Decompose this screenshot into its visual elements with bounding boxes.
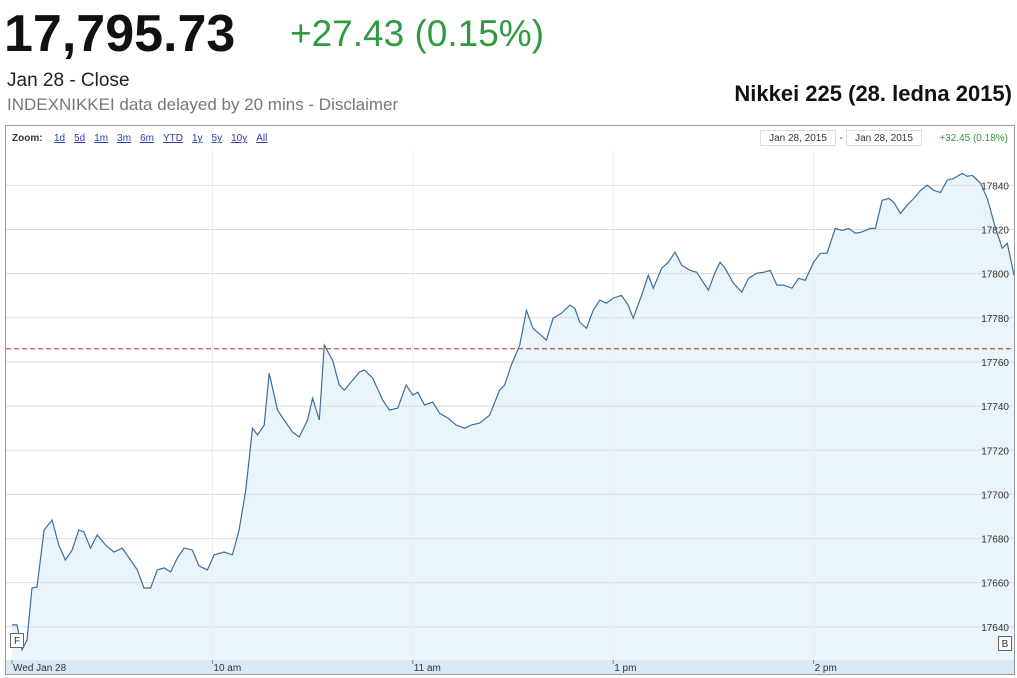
- x-tick-label: 11 am: [414, 663, 441, 674]
- price-change: +27.43 (0.15%): [290, 13, 544, 54]
- flag[interactable]: [998, 636, 1012, 651]
- x-tick-label: 2 pm: [815, 663, 837, 674]
- y-tick-label: 17800: [981, 270, 1009, 281]
- zoom-link[interactable]: 1d: [54, 133, 65, 144]
- date-from[interactable]: Jan 28, 2015: [769, 133, 827, 144]
- zoom-link[interactable]: YTD: [163, 133, 183, 144]
- zoom-link[interactable]: 10y: [231, 133, 247, 144]
- range-change: +32.45 (0.18%): [939, 133, 1008, 144]
- y-tick-label: 17700: [981, 490, 1009, 501]
- zoom-label: Zoom:: [12, 133, 43, 144]
- flag-label[interactable]: F: [14, 636, 20, 647]
- zoom-link[interactable]: 3m: [117, 133, 131, 144]
- y-tick-label: 17820: [981, 225, 1009, 236]
- price: 17,795.73: [4, 5, 235, 63]
- y-tick-label: 17740: [981, 402, 1009, 413]
- x-tick-label: 10 am: [213, 663, 241, 674]
- flag-label[interactable]: B: [1002, 639, 1009, 650]
- y-tick-label: 17840: [981, 181, 1009, 192]
- zoom-link[interactable]: 6m: [140, 133, 154, 144]
- date-box[interactable]: [760, 130, 836, 146]
- zoom-link[interactable]: 5d: [74, 133, 85, 144]
- x-tick-label: Wed Jan 28: [13, 663, 67, 674]
- y-tick-label: 17780: [981, 314, 1009, 325]
- zoom-links: 1d 5d 1m 3m 6m YTD 1y 5y 10y All: [54, 133, 267, 144]
- date-separator: -: [839, 133, 842, 144]
- date-to[interactable]: Jan 28, 2015: [855, 133, 913, 144]
- zoom-link[interactable]: All: [256, 133, 267, 144]
- price-line: [12, 172, 1015, 652]
- status: Jan 28 - Close: [7, 70, 130, 91]
- x-axis-band: [6, 660, 1014, 674]
- date-box[interactable]: [846, 130, 922, 146]
- zoom-link[interactable]: 1y: [192, 133, 203, 144]
- x-tick-label: 1 pm: [614, 663, 636, 674]
- flag[interactable]: [10, 633, 24, 648]
- chart-title: Nikkei 225 (28. ledna 2015): [734, 81, 1012, 106]
- y-tick-label: 17720: [981, 446, 1009, 457]
- plot: 17640 17660 17680 17700 17720 17740 17760 17780…: [6, 150, 1015, 674]
- y-tick-label: 17660: [981, 579, 1009, 590]
- y-tick-label: 17760: [981, 358, 1009, 369]
- y-tick-label: 17640: [981, 623, 1009, 634]
- y-tick-label: 17680: [981, 535, 1009, 546]
- source: INDEXNIKKEI data delayed by 20 mins - Di…: [7, 95, 398, 114]
- zoom-link[interactable]: 5y: [212, 133, 223, 144]
- zoom-link[interactable]: 1m: [94, 133, 108, 144]
